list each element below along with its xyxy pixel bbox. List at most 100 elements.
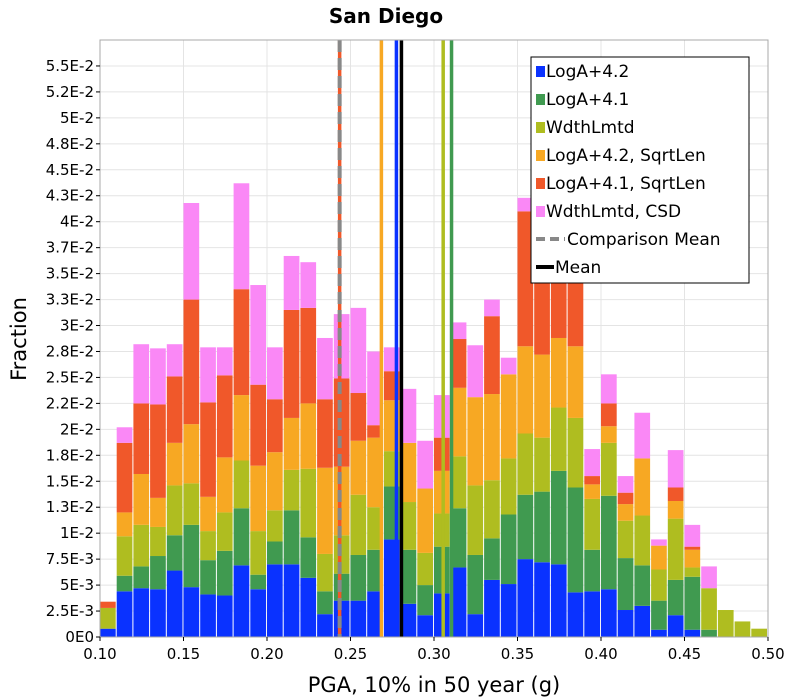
bar-segment-wdthlmtd	[517, 433, 534, 495]
mean-lines	[337, 40, 454, 637]
bar-segment-loga-4-1	[617, 558, 634, 610]
bar-segment-loga-4-2-sqrtlen	[166, 442, 183, 486]
bar-segment-loga-4-1-sqrtlen	[267, 399, 283, 453]
x-tick-label: 0.10	[83, 645, 116, 663]
bar-segment-loga-4-2-sqrtlen	[216, 457, 233, 513]
bar-segment-loga-4-2-sqrtlen	[350, 440, 367, 495]
bar-segment-wdthlmtd	[333, 535, 350, 574]
bar-segment-loga-4-1	[450, 508, 467, 568]
bar-segment-wdthlmtd-csd	[350, 307, 367, 394]
bar-segment-wdthlmtd-csd	[283, 255, 300, 310]
bar-segment-loga-4-2	[450, 567, 467, 637]
bar-segment-loga-4-1-sqrtlen	[617, 492, 634, 505]
bar-segment-loga-4-2-sqrtlen	[317, 467, 333, 554]
bar-segment-loga-4-1-sqrtlen	[550, 278, 567, 338]
bar-segment-wdthlmtd	[367, 507, 383, 550]
bar-segment-loga-4-2-sqrtlen	[417, 488, 433, 553]
bar-segment-loga-4-1-sqrtlen	[534, 268, 550, 355]
bar-segment-loga-4-1	[667, 579, 684, 616]
bar-segment-loga-4-2-sqrtlen	[300, 403, 317, 469]
bar-segment-loga-4-1	[367, 549, 383, 592]
bar-segment-wdthlmtd	[166, 485, 183, 536]
bar-segment-loga-4-1-sqrtlen	[250, 384, 266, 466]
x-tick-label: 0.45	[668, 645, 701, 663]
chart-title: San Diego	[329, 4, 443, 28]
bar-segment-loga-4-2-sqrtlen	[150, 497, 166, 527]
bar-segment-loga-4-1-sqrtlen	[133, 403, 150, 474]
bar-segment-loga-4-1	[300, 537, 317, 578]
legend-label: Comparison Mean	[567, 230, 721, 250]
y-tick-label: 1.8E-2	[46, 446, 94, 464]
bar-segment-loga-4-2	[133, 588, 150, 637]
bar-segment-wdthlmtd	[250, 531, 266, 575]
bar-segment-wdthlmtd-csd	[651, 539, 667, 546]
bar-segment-loga-4-1	[116, 575, 133, 592]
bar-segment-loga-4-2	[484, 579, 500, 637]
bar-segment-loga-4-1	[233, 508, 250, 566]
bar-segment-loga-4-1-sqrtlen	[367, 425, 383, 438]
bar-segment-wdthlmtd-csd	[634, 412, 651, 459]
bar-segment-wdthlmtd-csd	[417, 440, 433, 489]
bar-segment-loga-4-1	[216, 550, 233, 596]
bar-segment-loga-4-1	[517, 494, 534, 560]
bar-segment-loga-4-1-sqrtlen	[684, 546, 701, 550]
bar-segment-loga-4-1	[267, 541, 283, 565]
bar-segment-loga-4-1-sqrtlen	[200, 402, 216, 497]
bar-segment-loga-4-2-sqrtlen	[116, 512, 133, 537]
bar-segment-loga-4-2	[166, 570, 183, 637]
bar-segment-loga-4-1	[150, 556, 166, 590]
y-tick-label: 0E0	[65, 628, 94, 646]
y-tick-label: 1.3E-2	[46, 498, 94, 516]
bar-segment-wdthlmtd	[651, 569, 667, 601]
bar-segment-wdthlmtd-csd	[233, 183, 250, 290]
bar-segment-wdthlmtd-csd	[684, 524, 701, 547]
bar-segment-loga-4-2	[233, 565, 250, 637]
bar-segment-loga-4-2	[634, 605, 651, 637]
bar-segment-wdthlmtd	[216, 512, 233, 551]
x-tick-label: 0.20	[250, 645, 283, 663]
bar-segment-loga-4-1-sqrtlen	[183, 299, 200, 425]
y-tick-label: 4.8E-2	[46, 135, 94, 153]
bar-segment-wdthlmtd-csd	[166, 344, 183, 377]
bar-segment-loga-4-2	[216, 595, 233, 637]
stacked-bars	[100, 183, 767, 637]
bar-segment-wdthlmtd	[500, 458, 517, 515]
legend-label: LogA+4.2	[546, 62, 629, 82]
legend-swatch-wdthlmtd-csd	[536, 206, 545, 217]
legend-label: LogA+4.1, SqrtLen	[546, 174, 706, 194]
bar-segment-wdthlmtd-csd	[333, 314, 350, 379]
bar-segment-wdthlmtd	[601, 442, 617, 496]
y-tick-label: 5E-3	[60, 576, 94, 594]
bar-segment-wdthlmtd	[534, 437, 550, 492]
y-tick-label: 3E-2	[60, 317, 94, 335]
bar-segment-loga-4-1	[567, 487, 584, 593]
bar-segment-loga-4-2-sqrtlen	[367, 437, 383, 508]
bar-segment-loga-4-1-sqrtlen	[150, 404, 166, 498]
bar-segment-loga-4-1-sqrtlen	[300, 307, 317, 404]
bar-segment-wdthlmtd-csd	[450, 322, 467, 340]
bar-segment-loga-4-2-sqrtlen	[584, 484, 600, 499]
y-tick-label: 3.7E-2	[46, 239, 94, 257]
x-tick-label: 0.35	[501, 645, 534, 663]
x-tick-label: 0.40	[584, 645, 617, 663]
bar-segment-wdthlmtd-csd	[400, 388, 417, 443]
bar-segment-loga-4-2	[517, 559, 534, 637]
bar-segment-loga-4-1-sqrtlen	[450, 339, 467, 388]
bar-segment-loga-4-2-sqrtlen	[133, 473, 150, 525]
bar-segment-loga-4-2-sqrtlen	[667, 500, 684, 519]
bar-segment-loga-4-2	[550, 564, 567, 637]
bar-segment-loga-4-1-sqrtlen	[216, 375, 233, 458]
bar-segment-wdthlmtd	[567, 417, 584, 488]
bar-segment-loga-4-2-sqrtlen	[484, 394, 500, 481]
bar-segment-loga-4-2	[667, 615, 684, 637]
y-tick-label: 2.8E-2	[46, 342, 94, 360]
bar-segment-loga-4-2-sqrtlen	[550, 337, 567, 408]
legend-label: WdthLmtd, CSD	[546, 202, 681, 222]
bar-segment-wdthlmtd	[233, 460, 250, 509]
bar-segment-loga-4-2	[367, 591, 383, 637]
bar-segment-loga-4-2-sqrtlen	[450, 387, 467, 457]
bar-segment-loga-4-2-sqrtlen	[333, 466, 350, 536]
bar-segment-wdthlmtd-csd	[267, 347, 283, 400]
bar-segment-wdthlmtd	[100, 607, 116, 629]
